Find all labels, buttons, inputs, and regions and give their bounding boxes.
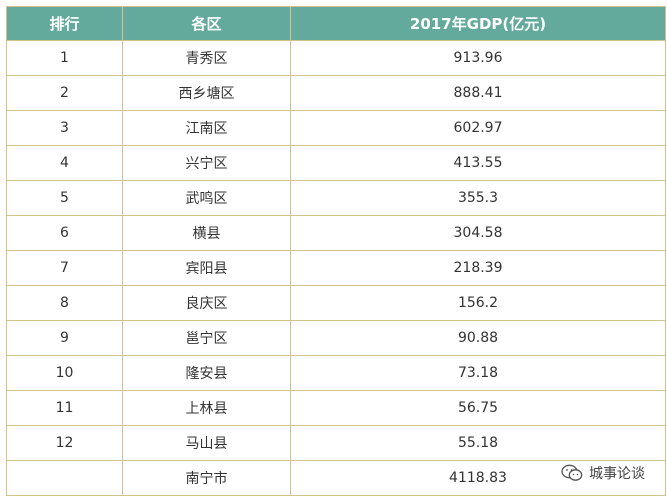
table-row: 9 邕宁区 90.88 xyxy=(6,320,666,356)
rank-cell: 2 xyxy=(6,75,123,111)
rank-cell: 12 xyxy=(6,425,123,461)
table-header: 排行 各区 2017年GDP(亿元) xyxy=(6,6,666,41)
gdp-cell: 304.58 xyxy=(290,215,666,251)
table-row: 2 西乡塘区 888.41 xyxy=(6,75,666,111)
gdp-cell: 73.18 xyxy=(290,355,666,391)
rank-cell: 4 xyxy=(6,145,123,181)
table-row: 3 江南区 602.97 xyxy=(6,110,666,146)
table-row: 11 上林县 56.75 xyxy=(6,390,666,426)
gdp-cell: 413.55 xyxy=(290,145,666,181)
rank-cell: 11 xyxy=(6,390,123,426)
district-cell: 兴宁区 xyxy=(122,145,291,181)
gdp-cell: 156.2 xyxy=(290,285,666,321)
table-row: 10 隆安县 73.18 xyxy=(6,355,666,391)
table-row: 7 宾阳县 218.39 xyxy=(6,250,666,286)
watermark: 城事论谈 xyxy=(561,463,645,483)
rank-cell: 9 xyxy=(6,320,123,356)
district-cell: 上林县 xyxy=(122,390,291,426)
rank-cell xyxy=(6,460,123,496)
gdp-cell: 888.41 xyxy=(290,75,666,111)
district-cell: 南宁市 xyxy=(122,460,291,496)
table-row: 12 马山县 55.18 xyxy=(6,425,666,461)
wechat-icon xyxy=(561,464,583,481)
gdp-cell: 218.39 xyxy=(290,250,666,286)
gdp-cell: 4118.83 xyxy=(290,460,666,496)
gdp-cell: 355.3 xyxy=(290,180,666,216)
gdp-ranking-table: 排行 各区 2017年GDP(亿元) 1 青秀区 913.96 2 西乡塘区 888.41… xyxy=(6,6,666,496)
table-row: 6 横县 304.58 xyxy=(6,215,666,251)
district-cell: 邕宁区 xyxy=(122,320,291,356)
district-cell: 青秀区 xyxy=(122,40,291,76)
header-district: 各区 xyxy=(122,6,291,41)
district-cell: 马山县 xyxy=(122,425,291,461)
gdp-cell: 90.88 xyxy=(290,320,666,356)
gdp-cell: 56.75 xyxy=(290,390,666,426)
rank-cell: 6 xyxy=(6,215,123,251)
gdp-cell: 55.18 xyxy=(290,425,666,461)
gdp-cell: 602.97 xyxy=(290,110,666,146)
table-body: 1 青秀区 913.96 2 西乡塘区 888.41 3 江南区 602.97 4 兴宁区 413.5… xyxy=(6,40,666,496)
table-row: 南宁市 4118.83 xyxy=(6,460,666,496)
rank-cell: 1 xyxy=(6,40,123,76)
header-row: 排行 各区 2017年GDP(亿元) xyxy=(6,6,666,41)
watermark-text: 城事论谈 xyxy=(589,466,645,482)
district-cell: 武鸣区 xyxy=(122,180,291,216)
district-cell: 宾阳县 xyxy=(122,250,291,286)
rank-cell: 10 xyxy=(6,355,123,391)
table-row: 5 武鸣区 355.3 xyxy=(6,180,666,216)
table-row: 8 良庆区 156.2 xyxy=(6,285,666,321)
district-cell: 横县 xyxy=(122,215,291,251)
header-gdp: 2017年GDP(亿元) xyxy=(290,6,666,41)
header-rank: 排行 xyxy=(6,6,123,41)
table-row: 1 青秀区 913.96 xyxy=(6,40,666,76)
rank-cell: 7 xyxy=(6,250,123,286)
gdp-cell: 913.96 xyxy=(290,40,666,76)
district-cell: 西乡塘区 xyxy=(122,75,291,111)
district-cell: 江南区 xyxy=(122,110,291,146)
rank-cell: 3 xyxy=(6,110,123,146)
district-cell: 良庆区 xyxy=(122,285,291,321)
rank-cell: 8 xyxy=(6,285,123,321)
table-row: 4 兴宁区 413.55 xyxy=(6,145,666,181)
rank-cell: 5 xyxy=(6,180,123,216)
district-cell: 隆安县 xyxy=(122,355,291,391)
